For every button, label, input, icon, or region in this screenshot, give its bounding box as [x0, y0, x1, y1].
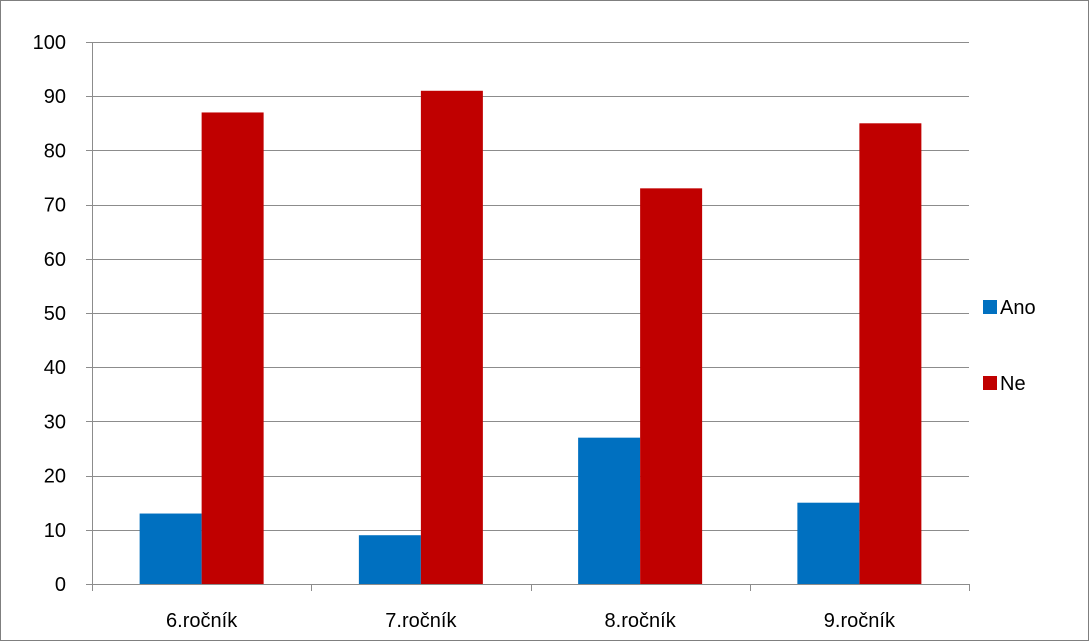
- x-tick-label: 8.ročník: [605, 610, 677, 632]
- y-tick-label: 100: [33, 32, 66, 54]
- y-tick-label: 30: [44, 411, 66, 433]
- x-tick-label: 6.ročník: [166, 610, 238, 632]
- legend-swatch-ano: [983, 300, 997, 314]
- y-tick-label: 80: [44, 140, 66, 162]
- tick-labels: 0 10 20 30 40 50 60 70 80 90 100 6.ročník 7.ročník 8.…: [33, 32, 896, 632]
- x-tick-label: 9.ročník: [824, 610, 896, 632]
- legend-swatch-ne: [983, 376, 997, 390]
- y-tick-label: 50: [44, 303, 66, 325]
- legend-label-ano: Ano: [1000, 297, 1036, 319]
- y-tick-label: 10: [44, 520, 66, 542]
- bar-ano-4: [797, 502, 860, 584]
- bar-ne-2: [420, 90, 483, 584]
- bar-ano-2: [358, 535, 421, 584]
- y-tick-label: 40: [44, 357, 66, 379]
- y-tick-label: 20: [44, 466, 66, 488]
- legend: Ano Ne: [983, 297, 1036, 395]
- y-tick-label: 60: [44, 249, 66, 271]
- bar-ano-1: [139, 513, 202, 584]
- bars: [139, 90, 922, 585]
- y-tick-label: 90: [44, 86, 66, 108]
- y-tick-label: 0: [55, 574, 66, 596]
- axes: [86, 42, 970, 591]
- x-tick-label: 7.ročník: [385, 610, 457, 632]
- bar-ne-1: [201, 112, 264, 585]
- bar-ne-4: [859, 123, 922, 585]
- bar-ne-3: [640, 188, 703, 584]
- y-tick-label: 70: [44, 195, 66, 217]
- legend-label-ne: Ne: [1000, 373, 1026, 395]
- bar-ano-3: [578, 437, 641, 584]
